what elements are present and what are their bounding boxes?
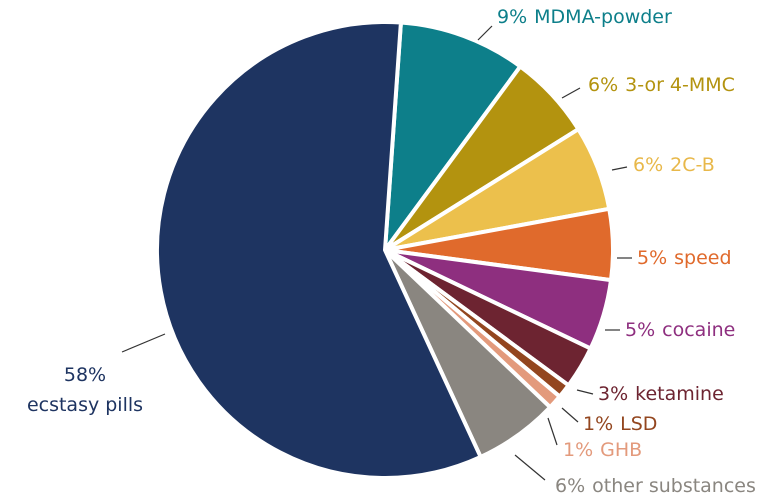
leader-line (477, 25, 493, 41)
slice-label: 1% LSD (583, 413, 657, 435)
value-label: 5% (637, 247, 667, 269)
slice-label: 58% ecstasy pills (27, 364, 143, 416)
slice-label: 6% other substances (555, 475, 756, 497)
pie-slice (155, 20, 483, 480)
slice-label: 1% GHB (563, 439, 642, 461)
category-label: GHB (600, 439, 642, 461)
leader-line (611, 166, 628, 171)
leader-line (121, 333, 166, 353)
category-label: 3-or 4-MMC (625, 74, 735, 96)
leader-line (561, 87, 581, 99)
value-label: 6% (633, 154, 663, 176)
leader-line (561, 407, 579, 423)
value-label: 3% (598, 383, 628, 405)
value-label: 6% (555, 475, 585, 497)
slice-label: 5% cocaine (625, 319, 735, 341)
leader-line (547, 417, 558, 446)
value-label: 1% (563, 439, 593, 461)
category-label: cocaine (662, 319, 735, 341)
category-label: ketamine (635, 383, 724, 405)
leader-line (514, 454, 546, 481)
value-label: 6% (588, 74, 618, 96)
slice-label: 5% speed (637, 247, 732, 269)
value-label: 5% (625, 319, 655, 341)
category-label: speed (674, 247, 731, 269)
category-label: ecstasy pills (27, 394, 143, 416)
slice-label: 9% MDMA-powder (497, 6, 672, 28)
category-label: MDMA-powder (534, 6, 672, 28)
leader-line (576, 389, 594, 395)
slice-label: 6% 2C-B (633, 154, 715, 176)
slice-label: 6% 3-or 4-MMC (588, 74, 735, 96)
value-label: 9% (497, 6, 527, 28)
pie-slice (383, 20, 523, 252)
value-label: 1% (583, 413, 613, 435)
value-label: 58% (64, 364, 106, 386)
slice-label: 3% ketamine (598, 383, 724, 405)
category-label: LSD (620, 413, 657, 435)
category-label: other substances (592, 475, 756, 497)
category-label: 2C-B (670, 154, 715, 176)
